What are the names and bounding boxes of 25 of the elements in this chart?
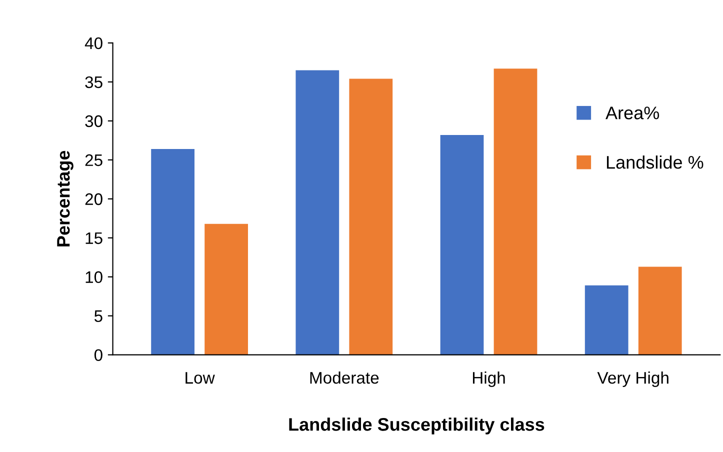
x-tick-label: Very High [597,371,668,388]
y-axis-title: Percentage [57,150,74,246]
bar [638,266,682,355]
legend-label: Landslide % [606,155,704,169]
bar [349,78,393,355]
bar [584,285,628,355]
x-tick-label: Moderate [310,371,379,384]
y-tick-label: 0 [94,349,102,362]
x-axis-title: Landslide Susceptibility class [289,418,544,434]
y-tick-label: 15 [86,232,102,244]
bar [151,148,194,355]
bar [204,224,248,355]
x-tick-label: Low [186,372,215,384]
bar [494,68,538,355]
legend-label: Area% [606,106,660,120]
y-tick-label: 30 [85,115,102,128]
y-tick-label: 35 [85,76,102,88]
y-tick-label: 25 [85,154,102,166]
y-tick-label: 20 [85,193,102,206]
y-tick-label: 40 [84,37,102,50]
y-tick-label: 10 [86,271,102,284]
bar [296,70,340,355]
bar [440,134,484,355]
x-tick-label: High [472,371,505,388]
y-tick-label: 5 [94,310,102,322]
